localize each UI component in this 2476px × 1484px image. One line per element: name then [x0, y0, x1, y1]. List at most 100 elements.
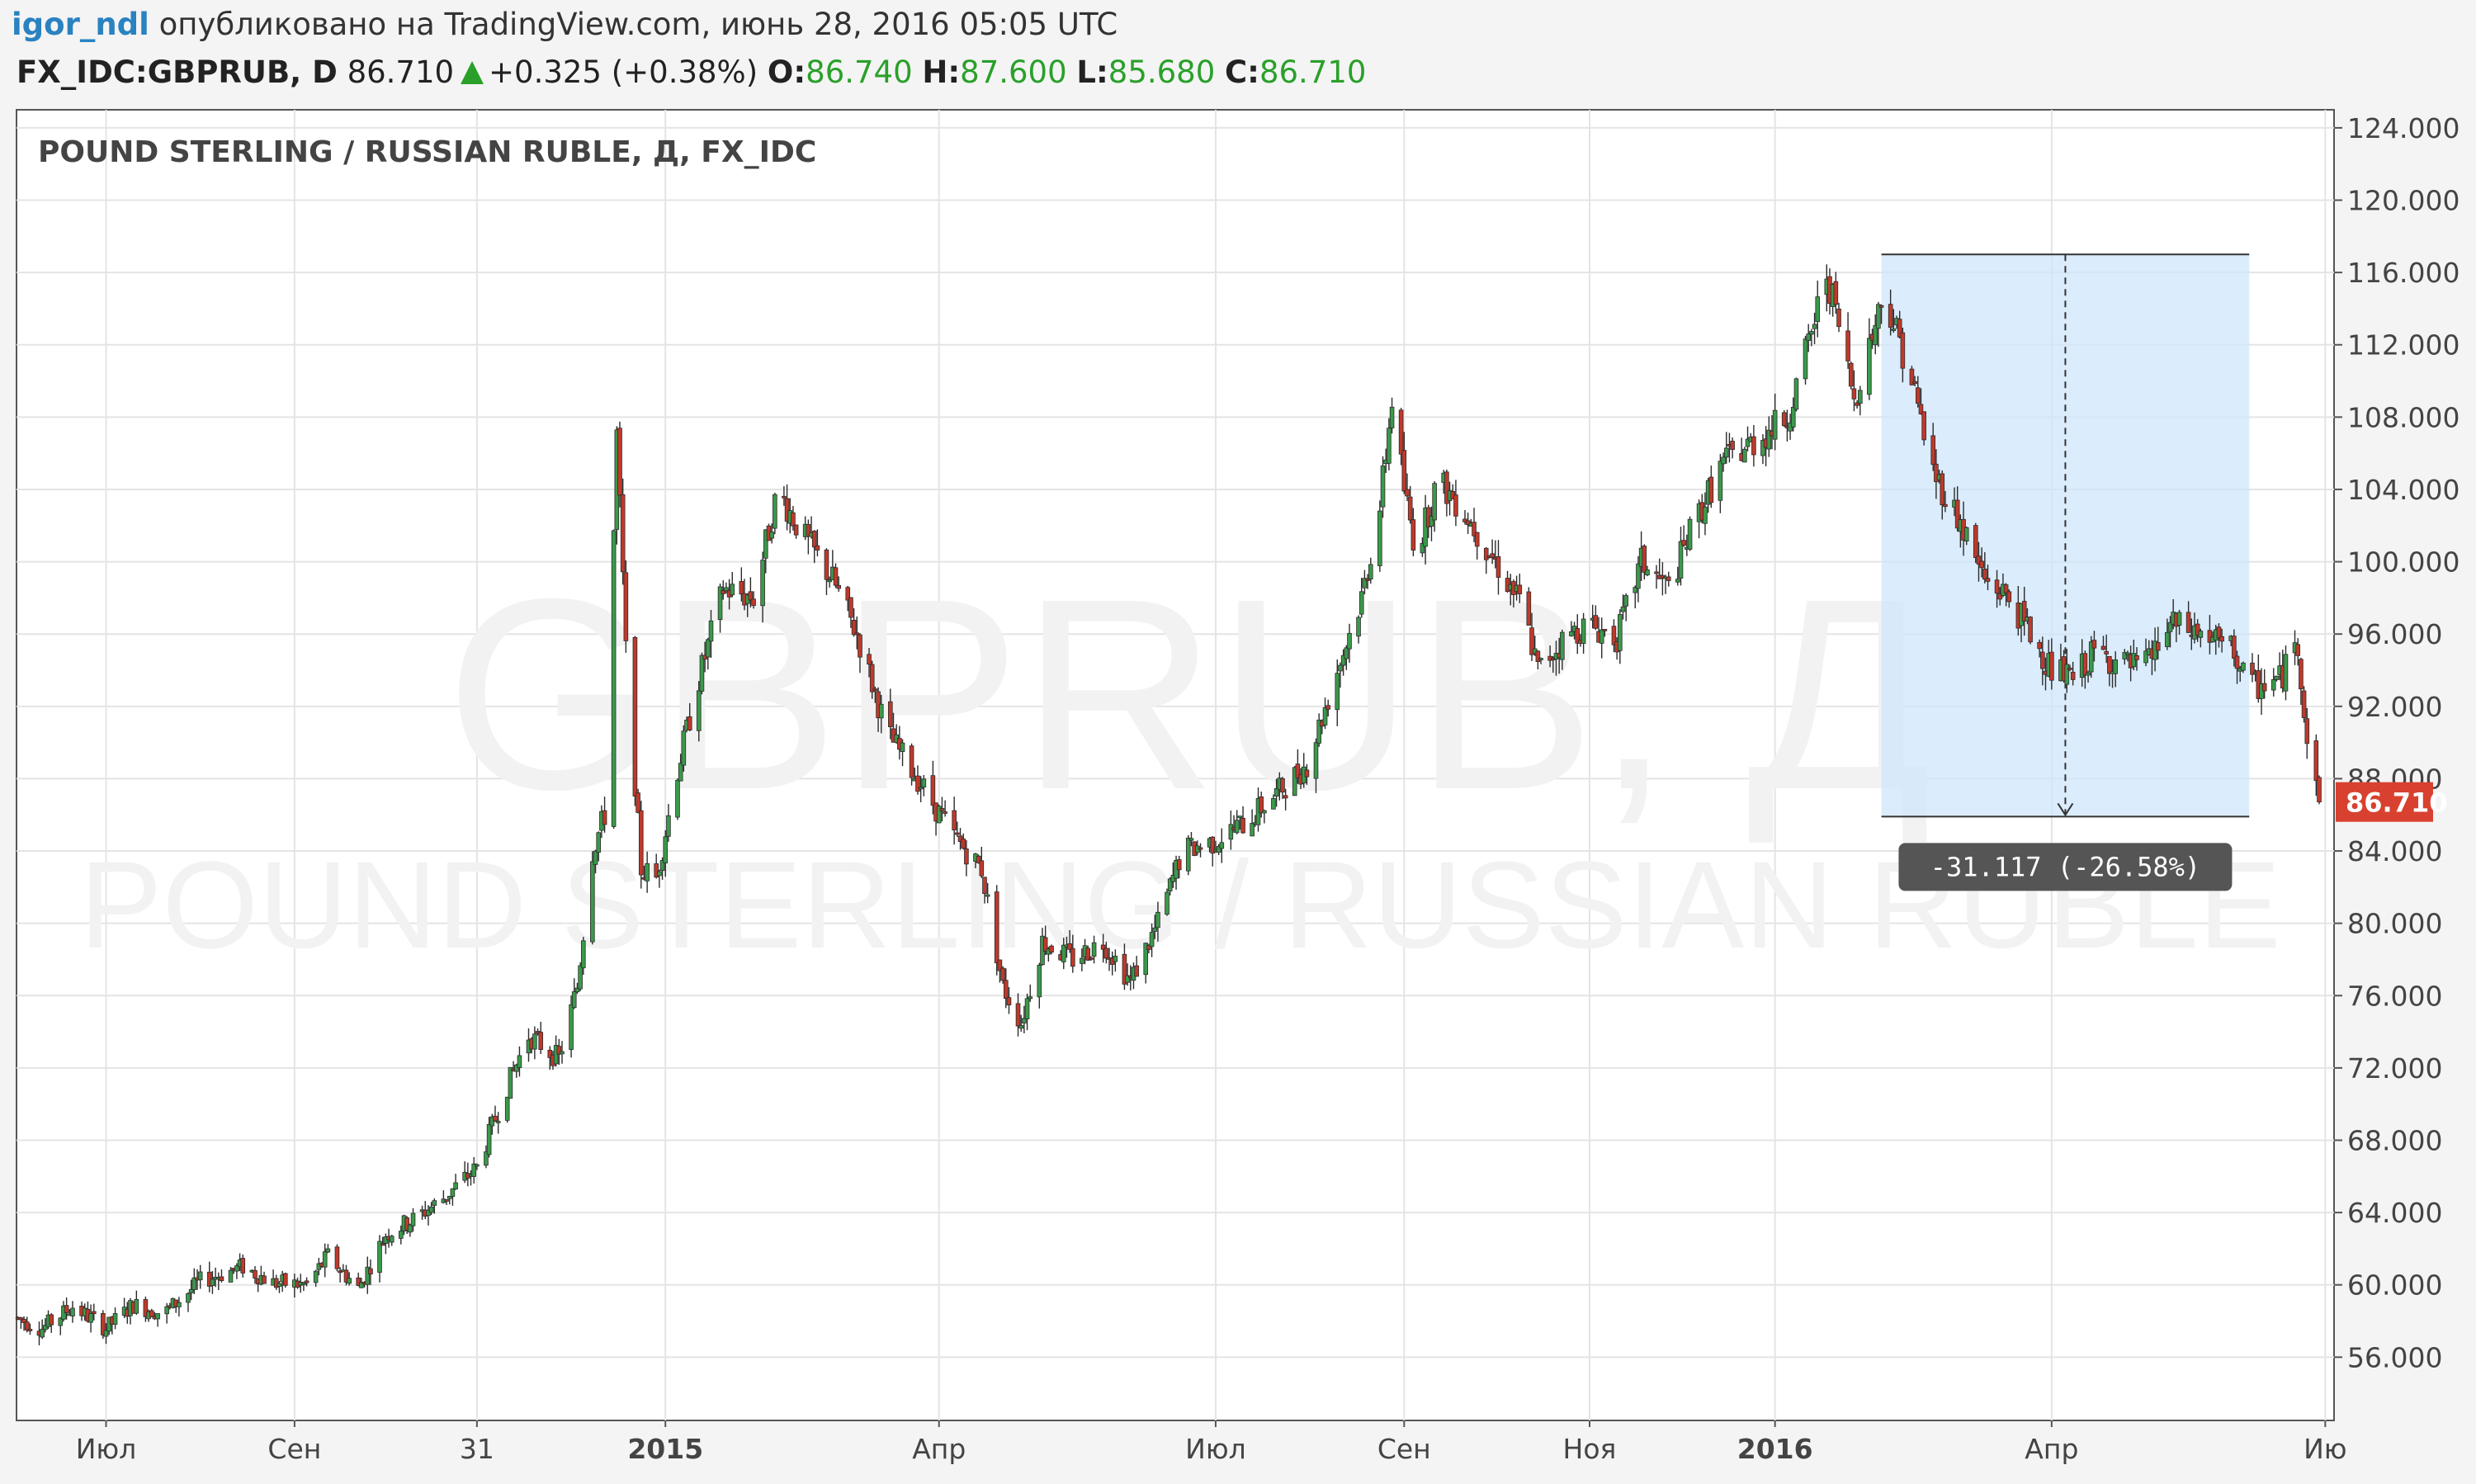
- candle-up: [408, 1224, 413, 1233]
- candle-up: [1262, 810, 1267, 814]
- candle-down: [976, 855, 981, 863]
- candle-up: [2270, 679, 2276, 691]
- candle-up: [426, 1210, 431, 1217]
- candle-up: [763, 529, 768, 559]
- candle-down: [547, 1049, 553, 1058]
- candle-down: [997, 959, 1003, 971]
- candle-down: [2232, 636, 2237, 659]
- candle-up: [513, 1064, 519, 1072]
- candle-up: [197, 1271, 203, 1281]
- candle-down: [751, 598, 756, 607]
- y-tick-label: 100.000: [2347, 546, 2459, 579]
- candle-up: [569, 1004, 574, 1051]
- candle-down: [1845, 330, 1850, 362]
- candle-down: [888, 701, 893, 728]
- candle-down: [1851, 388, 1857, 399]
- candle-up: [681, 730, 687, 766]
- up-arrow-icon: [461, 61, 484, 84]
- candle-down: [1535, 650, 1541, 663]
- author-link[interactable]: igor_ndl: [12, 7, 149, 42]
- candle-up: [1803, 338, 1808, 380]
- candle-down: [869, 664, 875, 692]
- candle-down: [1146, 945, 1151, 950]
- candle-up: [164, 1306, 169, 1315]
- candle-up: [2125, 652, 2130, 655]
- candle-down: [854, 632, 860, 636]
- candle-up: [2274, 675, 2280, 680]
- candle-up: [1538, 658, 1543, 660]
- candle-up: [1228, 824, 1234, 840]
- candle-up: [1633, 587, 1638, 593]
- candle-up: [1636, 563, 1641, 589]
- candle-up: [450, 1188, 456, 1198]
- candle-up: [1387, 428, 1392, 464]
- candle-down: [1918, 404, 1924, 414]
- candle-up: [70, 1307, 75, 1316]
- candle-down: [1751, 436, 1756, 456]
- candle-down: [632, 636, 638, 796]
- candle-down: [952, 810, 957, 831]
- candle-down: [1930, 435, 1936, 466]
- candle-down: [1483, 547, 1489, 560]
- candle-down: [2134, 655, 2139, 660]
- candle-up: [453, 1182, 458, 1190]
- candle-up: [827, 579, 832, 583]
- candle-down: [2304, 718, 2310, 744]
- candle-up: [1620, 606, 1626, 612]
- candle-up: [560, 1051, 565, 1055]
- x-tick-label: Ию: [2304, 1433, 2346, 1465]
- candle-up: [1380, 466, 1386, 508]
- x-tick-label: Ноя: [1563, 1433, 1617, 1465]
- y-tick-label: 68.000: [2347, 1124, 2442, 1156]
- candle-up: [666, 815, 671, 837]
- candle-up: [1340, 655, 1346, 666]
- candle-down: [2067, 667, 2072, 670]
- candle-up: [58, 1317, 64, 1326]
- y-tick-label: 56.000: [2347, 1341, 2442, 1373]
- candle-down: [1642, 546, 1647, 573]
- candle-down: [1410, 519, 1416, 551]
- candle-up: [1891, 328, 1897, 331]
- candle-up: [398, 1231, 404, 1239]
- candle-up: [1028, 996, 1033, 1000]
- candle-down: [2070, 671, 2076, 680]
- candle-down: [1954, 499, 1960, 529]
- candle-down: [1401, 450, 1407, 492]
- candle-up: [313, 1270, 319, 1283]
- candle-down: [2082, 653, 2088, 676]
- candle-down: [1006, 997, 1012, 1006]
- y-tick-label: 116.000: [2347, 257, 2459, 289]
- candle-down: [273, 1278, 279, 1288]
- time-axis[interactable]: Июл Сен 31 2015 Апр Июл Сен Ноя 2016 Апр Ию: [76, 1420, 2347, 1465]
- candle-down: [2250, 662, 2255, 675]
- candle-down: [739, 580, 744, 595]
- candle-up: [1356, 617, 1361, 637]
- candle-down: [2100, 645, 2106, 650]
- candle-up: [1061, 944, 1066, 962]
- high-value: 87.600: [960, 54, 1067, 90]
- price-axis[interactable]: 56.000 60.000 64.000 68.000 72.000 76.000 80.0…: [2334, 112, 2459, 1373]
- measure-tool[interactable]: -31.117 (-26.58%): [1881, 253, 2250, 891]
- open-value: 86.740: [806, 54, 913, 90]
- x-tick-label: 31: [460, 1433, 494, 1465]
- candle-down: [1295, 763, 1301, 778]
- price-change: +0.325 (+0.38%): [489, 54, 758, 90]
- candle-down: [858, 634, 862, 658]
- close-label: C:: [1225, 54, 1259, 90]
- candle-down: [2003, 584, 2009, 594]
- candle-down: [1915, 387, 1921, 404]
- candle-up: [1867, 338, 1872, 395]
- candle-up: [359, 1282, 364, 1288]
- candle-up: [365, 1266, 371, 1285]
- candle-down: [848, 597, 853, 618]
- y-tick-label: 72.000: [2347, 1052, 2442, 1085]
- candle-down: [2313, 740, 2319, 782]
- candle-up: [471, 1163, 476, 1177]
- candle-down: [1909, 368, 1915, 385]
- candle-down: [1836, 308, 1841, 328]
- x-tick-label: 2016: [1737, 1433, 1813, 1465]
- candle-down: [1015, 1003, 1021, 1027]
- candle-down: [979, 860, 985, 877]
- candle-down: [18, 1317, 24, 1321]
